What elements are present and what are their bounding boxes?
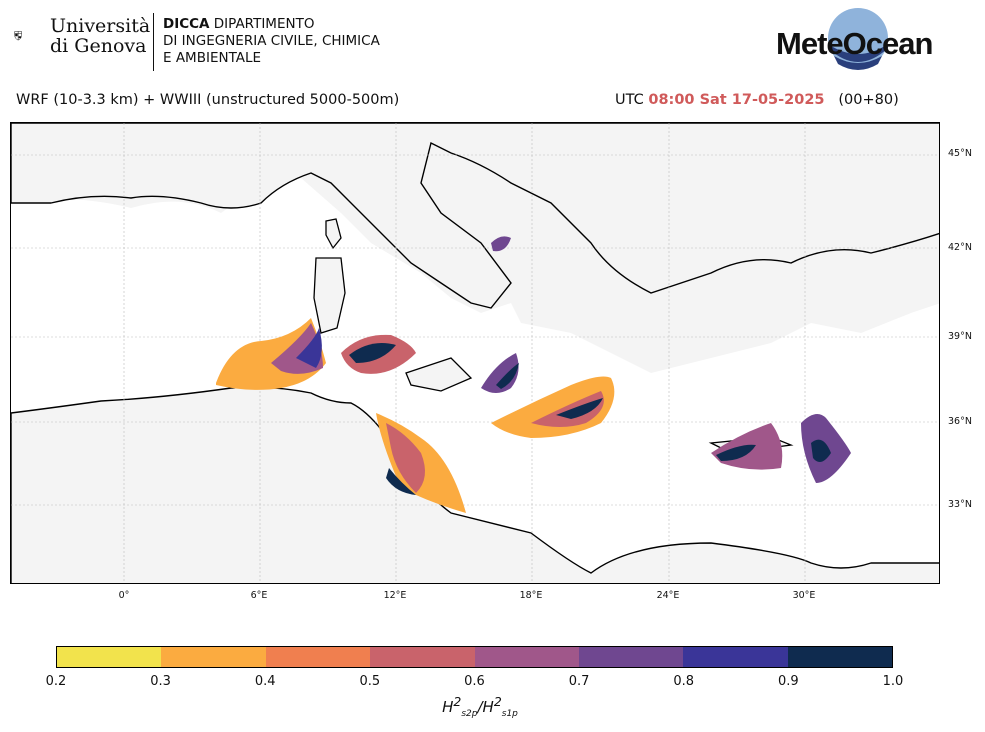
- department-abbr: DICCA: [163, 16, 210, 32]
- university-name-line2: di Genova: [50, 35, 147, 57]
- colorbar-segment: [787, 647, 892, 667]
- colorbar-label-sub1: s2p: [461, 709, 478, 719]
- europe-coast: [11, 123, 939, 309]
- department-line3: E AMBIENTALE: [163, 50, 262, 66]
- meteocean-logo: MeteOcean: [776, 8, 933, 70]
- graticule: [11, 123, 939, 583]
- lon-label-24e: 24°E: [656, 590, 680, 601]
- colorbar-label-main-2: H: [482, 698, 494, 716]
- colorbar-segment: [57, 647, 162, 667]
- colorbar-tick-label: 0.8: [673, 674, 695, 689]
- lead-time: (00+80): [838, 92, 899, 108]
- colorbar-tick-label: 0.4: [254, 674, 276, 689]
- department-line2: DI INGEGNERIA CIVILE, CHIMICA: [163, 33, 380, 49]
- forecast-map: [10, 122, 940, 584]
- meteocean-brand-text: MeteOcean: [776, 26, 932, 61]
- colorbar-segment: [161, 647, 266, 667]
- colorbar-tick-label: 0.5: [359, 674, 381, 689]
- lat-label-39: 39°N: [948, 331, 972, 342]
- colorbar-tick-label: 1.0: [882, 674, 904, 689]
- colorbar-segment: [370, 647, 475, 667]
- sardinia: [313, 257, 346, 334]
- department-line1-rest: DIPARTIMENTO: [209, 16, 315, 32]
- department-line1: DICCA DIPARTIMENTO: [163, 16, 314, 33]
- valid-time: 08:00 Sat 17-05-2025: [648, 92, 825, 108]
- colorbar: [56, 646, 893, 668]
- sicily: [405, 357, 473, 392]
- lat-label-36: 36°N: [948, 416, 972, 427]
- colorbar-segment: [683, 647, 788, 667]
- lon-label-6e: 6°E: [250, 590, 268, 601]
- corsica: [325, 218, 342, 250]
- colorbar-label: H2s2p/H2s1p: [442, 694, 518, 719]
- colorbar-tick-label: 0.2: [45, 674, 67, 689]
- header-divider: [153, 13, 154, 71]
- model-description: WRF (10-3.3 km) + WWIII (unstructured 50…: [16, 92, 400, 108]
- forecast-time: UTC 08:00 Sat 17-05-2025 (00+80): [615, 92, 899, 108]
- time-prefix: UTC: [615, 92, 649, 108]
- lon-label-18e: 18°E: [519, 590, 543, 601]
- lat-label-45: 45°N: [948, 148, 972, 159]
- lon-label-0: 0°: [118, 590, 130, 601]
- colorbar-segment: [474, 647, 579, 667]
- colorbar-label-main: H: [442, 698, 454, 716]
- lat-label-33: 33°N: [948, 499, 972, 510]
- unige-logo: [14, 31, 22, 41]
- colorbar-tick-label: 0.7: [568, 674, 590, 689]
- university-name-line1: Università: [50, 15, 151, 37]
- lat-label-42: 42°N: [948, 242, 972, 253]
- colorbar-tick-label: 0.3: [150, 674, 171, 689]
- colorbar-segment: [578, 647, 684, 667]
- colorbar-tick-label: 0.6: [464, 674, 485, 689]
- lon-label-12e: 12°E: [383, 590, 407, 601]
- colorbar-segment: [265, 647, 371, 667]
- wave-ratio-field: [216, 236, 851, 513]
- colorbar-label-sub2: s1p: [501, 709, 518, 719]
- lon-label-30e: 30°E: [792, 590, 816, 601]
- map-canvas: [11, 123, 939, 583]
- colorbar-tick-label: 0.9: [778, 674, 799, 689]
